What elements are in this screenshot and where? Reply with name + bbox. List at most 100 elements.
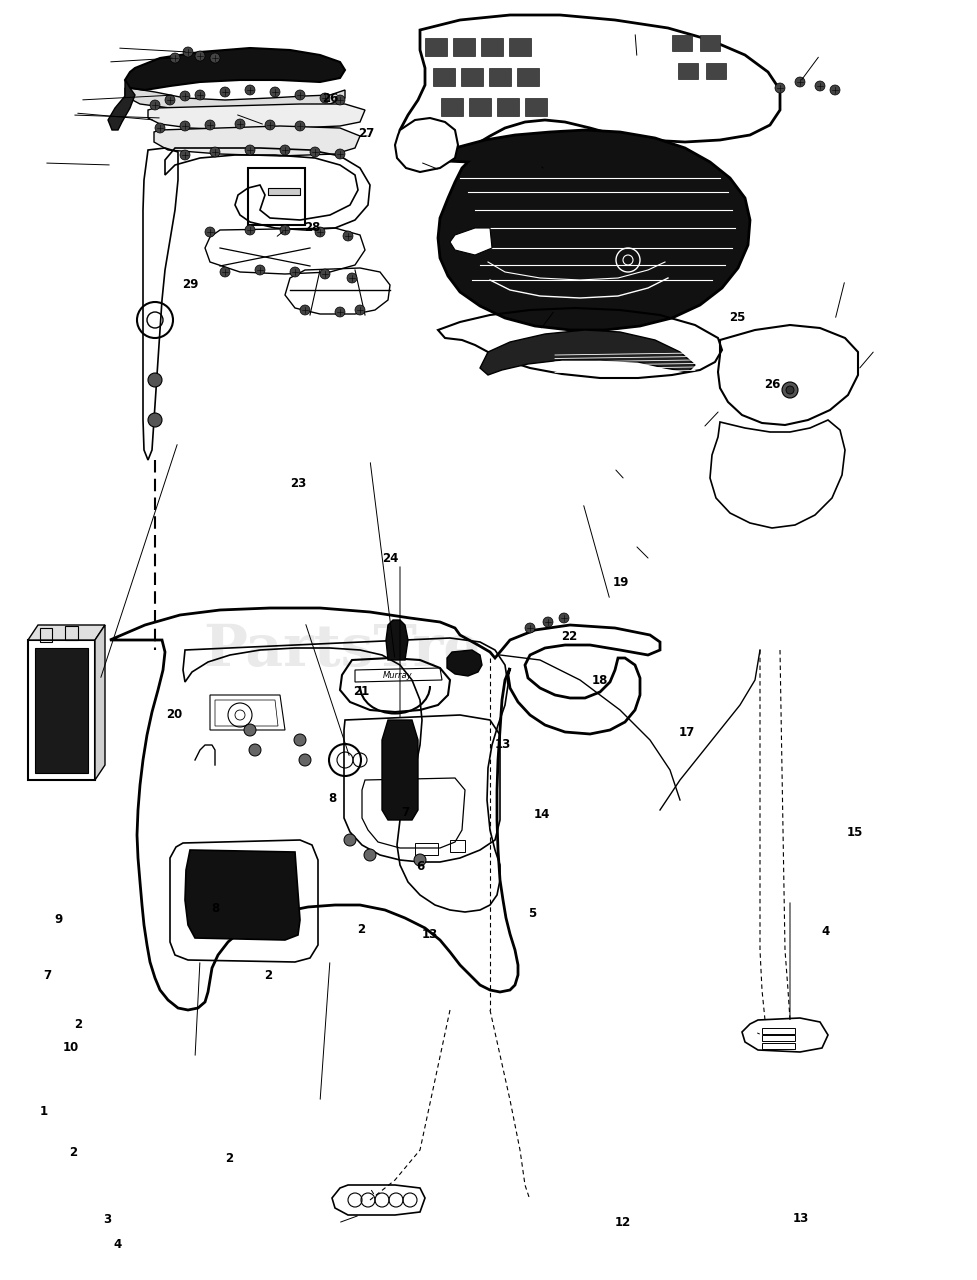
Text: 15: 15 <box>847 826 863 838</box>
Text: 2: 2 <box>226 1152 234 1165</box>
Circle shape <box>343 230 353 241</box>
Circle shape <box>335 148 345 159</box>
Text: 13: 13 <box>793 1212 809 1225</box>
Text: 21: 21 <box>354 685 369 698</box>
Circle shape <box>280 225 290 236</box>
Circle shape <box>180 150 190 160</box>
Text: 29: 29 <box>183 278 198 291</box>
Polygon shape <box>386 620 408 660</box>
Polygon shape <box>382 719 418 820</box>
Circle shape <box>244 724 256 736</box>
Circle shape <box>315 227 325 237</box>
Polygon shape <box>35 648 88 773</box>
Polygon shape <box>154 125 360 156</box>
Circle shape <box>525 623 535 634</box>
Polygon shape <box>672 35 692 51</box>
Polygon shape <box>489 68 511 86</box>
Circle shape <box>344 835 356 846</box>
Circle shape <box>320 93 330 102</box>
Text: 8: 8 <box>211 902 219 915</box>
Circle shape <box>220 268 230 276</box>
Text: 5: 5 <box>529 908 536 920</box>
Polygon shape <box>148 104 365 131</box>
Text: 2: 2 <box>74 1018 82 1030</box>
Text: 2: 2 <box>358 923 365 936</box>
Text: 8: 8 <box>328 792 336 805</box>
Circle shape <box>775 83 785 93</box>
Text: 12: 12 <box>615 1216 630 1229</box>
Circle shape <box>170 52 180 63</box>
Circle shape <box>295 90 305 100</box>
Circle shape <box>815 81 825 91</box>
Circle shape <box>310 147 320 157</box>
Polygon shape <box>185 850 300 940</box>
Circle shape <box>782 381 798 398</box>
Text: 22: 22 <box>562 630 577 643</box>
Polygon shape <box>509 38 531 56</box>
Polygon shape <box>517 68 539 86</box>
Text: 27: 27 <box>359 127 374 140</box>
Polygon shape <box>268 188 300 195</box>
Text: 4: 4 <box>113 1238 121 1251</box>
Text: 9: 9 <box>55 913 63 925</box>
Circle shape <box>355 305 365 315</box>
Text: 20: 20 <box>166 708 182 721</box>
Circle shape <box>195 51 205 61</box>
Polygon shape <box>481 38 503 56</box>
Text: 1: 1 <box>40 1105 48 1117</box>
Circle shape <box>543 617 553 627</box>
Polygon shape <box>480 330 695 375</box>
Circle shape <box>280 145 290 155</box>
Polygon shape <box>125 88 345 110</box>
Polygon shape <box>400 15 780 163</box>
Polygon shape <box>706 63 726 79</box>
Circle shape <box>148 413 162 428</box>
Text: 2: 2 <box>265 969 273 982</box>
Circle shape <box>270 87 280 97</box>
Circle shape <box>148 372 162 387</box>
Text: 7: 7 <box>43 969 51 982</box>
Circle shape <box>300 305 310 315</box>
Polygon shape <box>425 38 447 56</box>
Polygon shape <box>678 63 698 79</box>
Circle shape <box>245 225 255 236</box>
Circle shape <box>205 120 215 131</box>
Circle shape <box>299 754 311 765</box>
Text: 6: 6 <box>416 860 424 873</box>
Circle shape <box>414 854 426 867</box>
Text: 4: 4 <box>822 925 829 938</box>
Text: 14: 14 <box>534 808 550 820</box>
Circle shape <box>830 84 840 95</box>
Circle shape <box>180 91 190 101</box>
Circle shape <box>786 387 794 394</box>
Circle shape <box>295 122 305 131</box>
Circle shape <box>364 849 376 861</box>
Polygon shape <box>108 81 135 131</box>
Polygon shape <box>450 228 492 255</box>
Polygon shape <box>395 118 458 172</box>
Circle shape <box>205 227 215 237</box>
Polygon shape <box>525 99 547 116</box>
Circle shape <box>183 47 193 58</box>
Text: 18: 18 <box>592 675 608 687</box>
Circle shape <box>347 273 357 283</box>
Circle shape <box>559 613 569 623</box>
Polygon shape <box>425 131 750 330</box>
Circle shape <box>335 307 345 317</box>
Text: 24: 24 <box>383 552 399 564</box>
Circle shape <box>235 119 245 129</box>
Polygon shape <box>700 35 720 51</box>
Text: 26: 26 <box>764 378 780 390</box>
Polygon shape <box>461 68 483 86</box>
Circle shape <box>265 120 275 131</box>
Circle shape <box>245 145 255 155</box>
Polygon shape <box>469 99 491 116</box>
Text: 26: 26 <box>322 92 338 105</box>
Text: 10: 10 <box>63 1041 78 1053</box>
Polygon shape <box>433 68 455 86</box>
Circle shape <box>155 123 165 133</box>
Text: 23: 23 <box>290 477 306 490</box>
Circle shape <box>335 95 345 105</box>
Circle shape <box>150 100 160 110</box>
Polygon shape <box>125 49 345 90</box>
